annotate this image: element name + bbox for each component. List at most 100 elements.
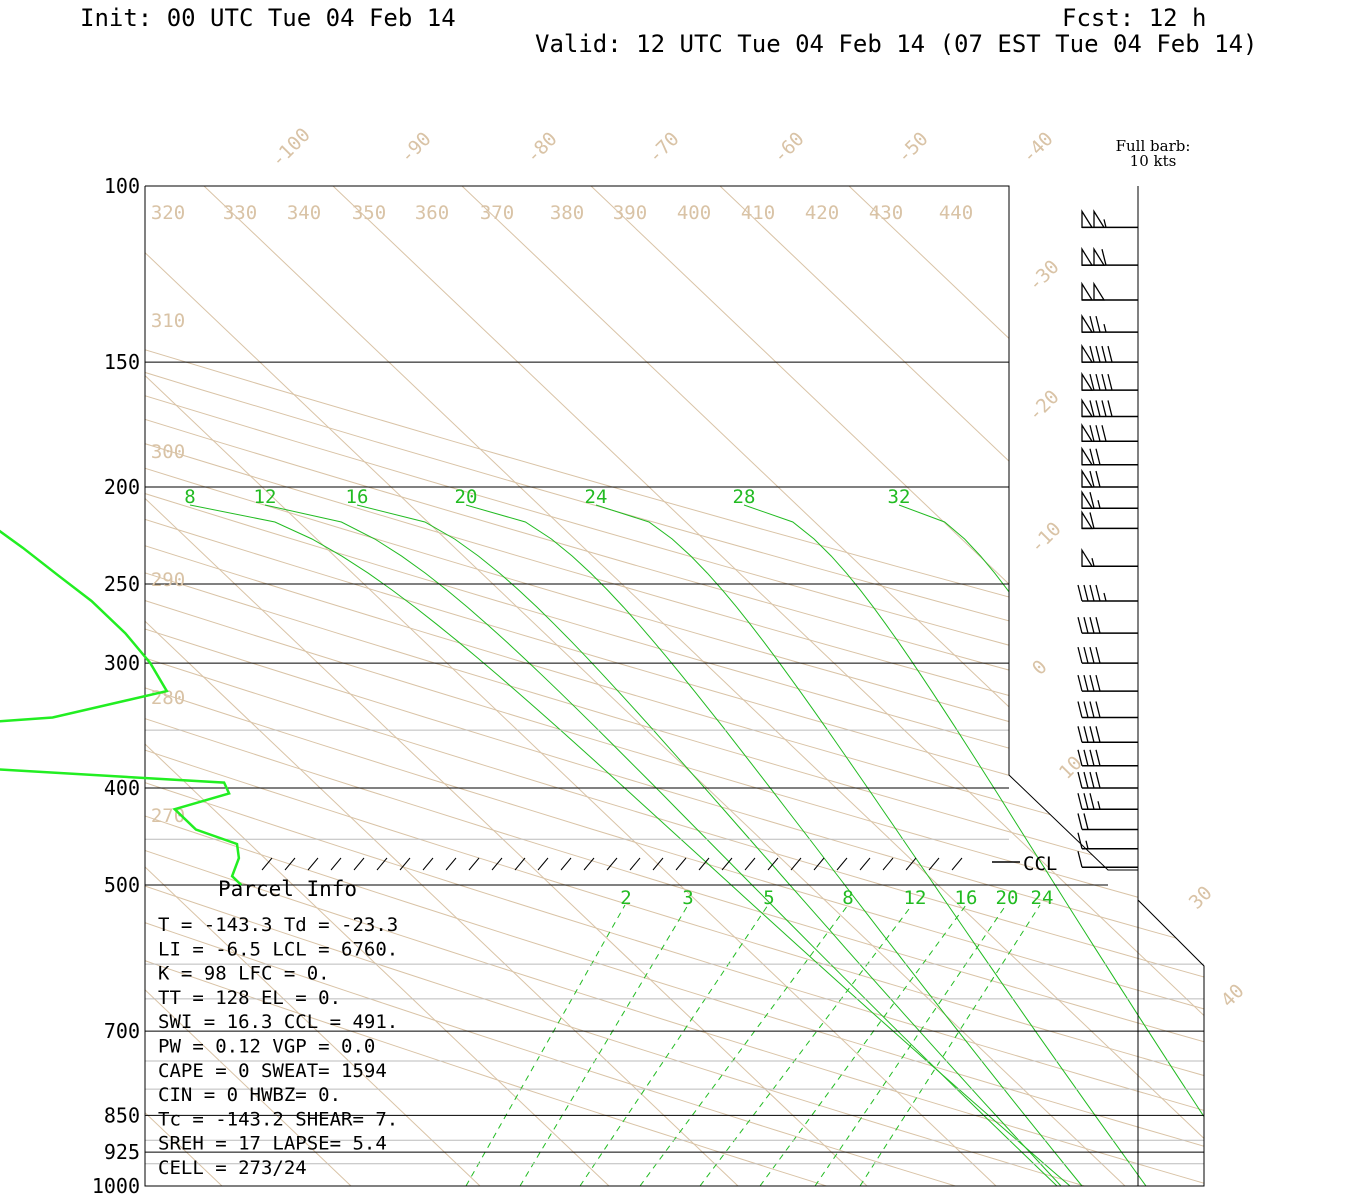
barb-pennant (1081, 446, 1094, 466)
theta-label: 440 (939, 202, 973, 224)
barb-full (1095, 771, 1101, 789)
wind-barb (1077, 832, 1138, 850)
hatch-mark (813, 857, 825, 871)
mixing-ratio-label: 12 (254, 486, 277, 508)
dry-adiabat-line (145, 186, 1204, 1186)
mixing-ratio-label: 2 (620, 887, 631, 909)
barb-full (1107, 400, 1113, 417)
barb-full (1089, 617, 1095, 634)
hatch-mark (445, 857, 457, 871)
isotherm-line (145, 186, 352, 1186)
barb-full (1095, 701, 1101, 718)
pressure-tick-label: 1000 (92, 1174, 140, 1198)
barb-full (1095, 674, 1101, 692)
wind-barb (1077, 674, 1138, 692)
theta-label: 430 (869, 202, 903, 224)
mixing-ratio-line (356, 504, 1062, 1186)
isotherm-label: -70 (644, 128, 684, 168)
saturated-mixing-line (519, 904, 689, 1186)
barb-full (1083, 646, 1089, 664)
hatch-mark (721, 857, 733, 871)
isotherm-label: -60 (769, 128, 809, 168)
isotherm-line (590, 186, 1204, 1186)
mixing-ratio-line (743, 504, 1204, 1186)
dry-adiabat-line (145, 186, 1204, 1186)
profile-line (0, 529, 243, 886)
ccl-label: CCL (1023, 853, 1057, 875)
hatch-mark (307, 857, 319, 871)
isotherm-label: -80 (522, 128, 562, 168)
barb-full (1089, 425, 1095, 442)
hatch-mark (790, 857, 802, 871)
barb-full (1095, 448, 1101, 465)
hatch-mark (882, 857, 894, 871)
hatch-mark (284, 857, 296, 871)
mixing-ratio-label: 24 (1031, 887, 1054, 909)
theta-label: 390 (613, 202, 647, 224)
theta-label: 310 (151, 310, 185, 332)
pressure-tick-label: 400 (104, 776, 140, 800)
isotherm-line (145, 186, 481, 1186)
mixing-ratio-label: 20 (996, 887, 1019, 909)
wind-barb (1077, 584, 1138, 602)
saturated-mixing-line (579, 904, 769, 1186)
barb-full (1089, 512, 1095, 529)
hatch-mark (698, 857, 710, 871)
barb-pennant (1081, 510, 1094, 530)
barb-full (1089, 400, 1095, 417)
hatch-mark (928, 857, 940, 871)
isotherm-label: -30 (1024, 256, 1064, 296)
barb-pennant (1081, 209, 1094, 229)
theta-label: 300 (151, 441, 185, 463)
barb-full (1089, 646, 1095, 664)
barb-pennant (1081, 398, 1094, 418)
pressure-tick-label: 500 (104, 873, 140, 897)
parcel-info-panel: Parcel Info T = -143.3 Td = -23.3LI = -6… (158, 877, 398, 1179)
chart-frame (144, 185, 1205, 1187)
hatch-mark (491, 857, 503, 871)
isotherm-label: -100 (267, 124, 315, 172)
barb-full (1101, 249, 1107, 266)
hatch-mark (606, 857, 618, 871)
mixing-ratio-label: 12 (904, 887, 927, 909)
mixing-ratio-label: 8 (184, 486, 195, 508)
barb-full (1095, 617, 1101, 634)
barb-full (1077, 749, 1083, 766)
wind-barb (1077, 617, 1138, 634)
theta-label: 410 (741, 202, 775, 224)
theta-label: 420 (805, 202, 839, 224)
isotherm-line (332, 186, 1204, 1186)
dry-adiabat-line (145, 186, 1204, 1186)
isotherm-line (145, 186, 1126, 1186)
barb-full (1095, 345, 1101, 363)
barb-full (1089, 345, 1095, 363)
barb-legend-line2: 10 kts (1130, 152, 1177, 170)
barb-pennant (1093, 246, 1106, 266)
theta-label: 330 (223, 202, 257, 224)
parcel-info-row: PW = 0.12 VGP = 0.0 (158, 1036, 375, 1058)
barb-full (1083, 813, 1089, 830)
hatch-mark (675, 857, 687, 871)
isotherm-label: -20 (1024, 386, 1064, 426)
barb-full (1089, 448, 1095, 465)
barb-full (1083, 726, 1089, 743)
barb-full (1077, 793, 1083, 810)
mixing-ratio-line (465, 504, 1083, 1186)
barb-full (1101, 425, 1107, 442)
pressure-tick-label: 100 (104, 174, 140, 198)
parcel-info-row: CIN = 0 HWBZ= 0. (158, 1084, 341, 1106)
barb-pennant (1081, 489, 1094, 509)
isotherm-label: -10 (1026, 518, 1066, 558)
wind-barb (1081, 446, 1138, 466)
theta-label: 360 (415, 202, 449, 224)
forecast-hour: Fcst: 12 h (1062, 4, 1207, 32)
barb-full (1089, 701, 1095, 718)
wind-barb (1077, 749, 1138, 767)
barb-pennant (1081, 281, 1094, 301)
barb-full (1077, 771, 1083, 789)
theta-label: 370 (480, 202, 514, 224)
barb-full (1089, 315, 1095, 333)
isotherm-label: 30 (1185, 882, 1217, 914)
barb-full (1089, 726, 1095, 743)
parcel-info-row: K = 98 LFC = 0. (158, 963, 330, 985)
